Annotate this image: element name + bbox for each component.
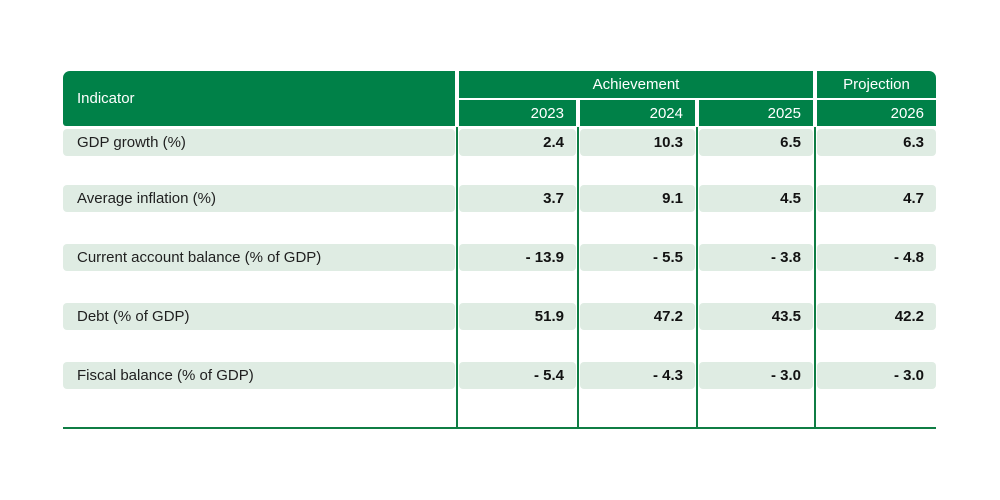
column-separator-line [696, 127, 698, 427]
cell-inflation-2024: 9.1 [580, 185, 695, 212]
row-label-average-inflation: Average inflation (%) [63, 185, 455, 212]
cell-current-account-2024: - 5.5 [580, 244, 695, 271]
cell-debt-2026: 42.2 [817, 303, 936, 330]
cell-current-account-2023: - 13.9 [459, 244, 576, 271]
header-cell-indicator: Indicator [63, 71, 455, 126]
column-separator-line [577, 127, 579, 427]
row-label-gdp-growth: GDP growth (%) [63, 129, 455, 156]
table-bottom-rule [63, 427, 936, 429]
cell-debt-2024: 47.2 [580, 303, 695, 330]
column-separator-line [814, 127, 816, 427]
cell-gdp-growth-2026: 6.3 [817, 129, 936, 156]
cell-gdp-growth-2023: 2.4 [459, 129, 576, 156]
column-separator-line [456, 127, 458, 427]
row-label-debt: Debt (% of GDP) [63, 303, 455, 330]
cell-inflation-2025: 4.5 [699, 185, 813, 212]
cell-fiscal-balance-2025: - 3.0 [699, 362, 813, 389]
cell-inflation-2023: 3.7 [459, 185, 576, 212]
header-cell-projection: Projection [817, 71, 936, 98]
row-label-fiscal-balance: Fiscal balance (% of GDP) [63, 362, 455, 389]
cell-current-account-2026: - 4.8 [817, 244, 936, 271]
cell-fiscal-balance-2026: - 3.0 [817, 362, 936, 389]
row-label-current-account-balance: Current account balance (% of GDP) [63, 244, 455, 271]
cell-inflation-2026: 4.7 [817, 185, 936, 212]
cell-gdp-growth-2025: 6.5 [699, 129, 813, 156]
cell-fiscal-balance-2024: - 4.3 [580, 362, 695, 389]
cell-current-account-2025: - 3.8 [699, 244, 813, 271]
cell-debt-2023: 51.9 [459, 303, 576, 330]
header-cell-year-2025: 2025 [699, 100, 813, 126]
header-cell-year-2023: 2023 [459, 100, 576, 126]
cell-gdp-growth-2024: 10.3 [580, 129, 695, 156]
header-cell-year-2026: 2026 [817, 100, 936, 126]
cell-debt-2025: 43.5 [699, 303, 813, 330]
indicators-table: Indicator Achievement Projection 2023 20… [63, 71, 936, 429]
cell-fiscal-balance-2023: - 5.4 [459, 362, 576, 389]
header-cell-achievement: Achievement [459, 71, 813, 98]
header-cell-year-2024: 2024 [580, 100, 695, 126]
